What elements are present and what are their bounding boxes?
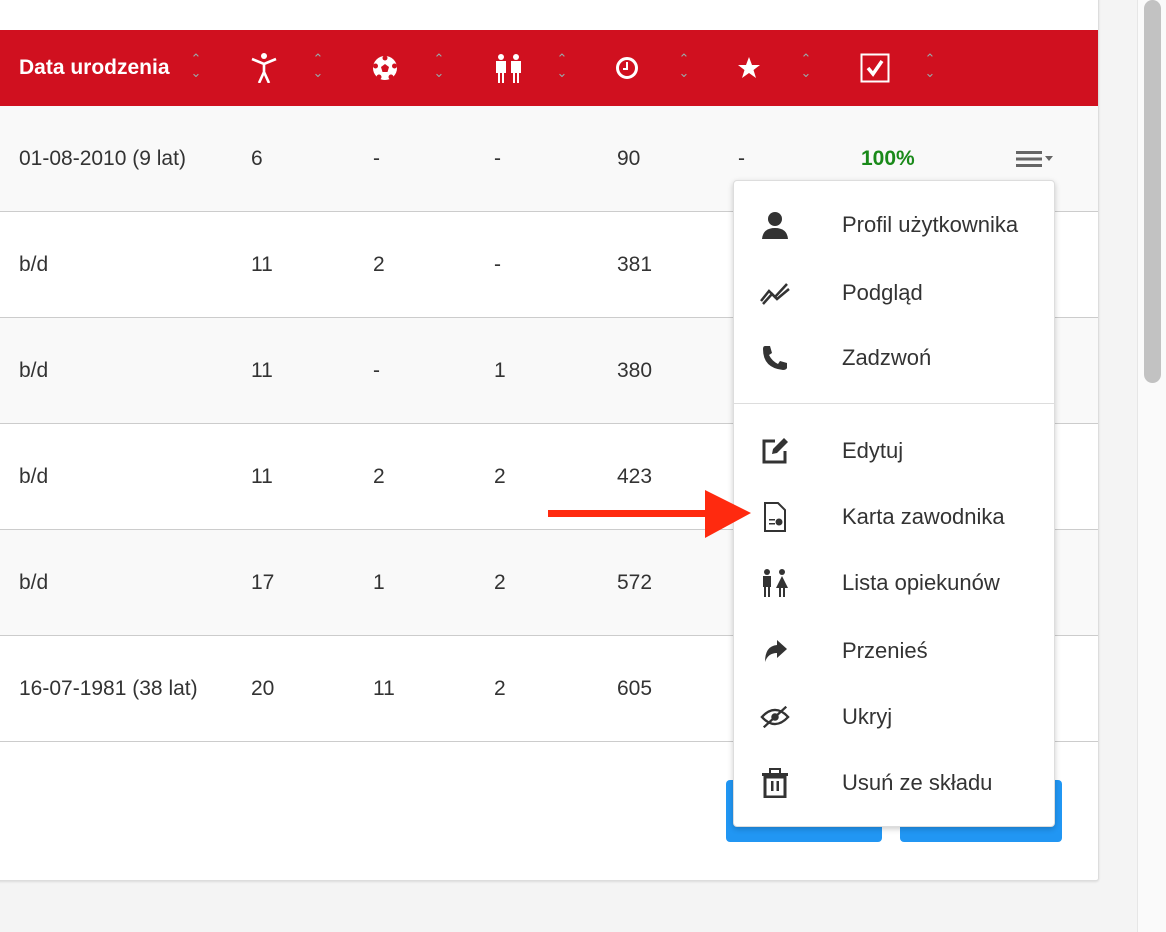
table-cell: 1	[373, 571, 385, 594]
table-cell: -	[373, 147, 380, 170]
scrollbar[interactable]	[1137, 0, 1166, 932]
table-cell: 1	[494, 359, 506, 382]
menu-divider	[734, 403, 1054, 404]
edit-icon	[760, 436, 790, 466]
scrollbar-thumb[interactable]	[1144, 0, 1161, 383]
menu-item-preview[interactable]: Podgląd	[734, 268, 1054, 318]
table-cell: 6	[251, 147, 263, 170]
table-cell: 2	[494, 465, 506, 488]
table-cell: 2	[373, 253, 385, 276]
header-birthdate[interactable]: Data urodzenia	[19, 56, 170, 79]
table-cell: 11	[251, 253, 273, 276]
table-cell: -	[373, 359, 380, 382]
table-cell: b/d	[19, 359, 49, 382]
menu-item-edit[interactable]: Edytuj	[734, 426, 1054, 476]
table-row: 16-07-1981 (38 lat) 20 11 2 605	[0, 636, 1098, 742]
table-cell: 381	[617, 253, 653, 276]
share-icon	[760, 636, 790, 666]
sort-icon[interactable]: ⌃ ⌄	[433, 51, 445, 80]
menu-item-call[interactable]: Zadzwoń	[734, 333, 1054, 383]
menu-icon	[1016, 151, 1053, 167]
table-cell: 2	[494, 571, 506, 594]
table-cell: 16-07-1981 (38 lat)	[19, 677, 198, 700]
table-cell: 11	[373, 677, 395, 700]
table-cell: 423	[617, 465, 653, 488]
phone-icon	[760, 343, 790, 373]
table-cell: 572	[617, 571, 653, 594]
table-header: Data urodzenia ⌃ ⌄ ⌃ ⌄ ⌃ ⌄ ⌃ ⌄ ⌃ ⌄ ⌃ ⌄ ⌃ ⌄	[0, 30, 1098, 106]
file-chart-icon	[760, 502, 790, 532]
sort-icon[interactable]: ⌃ ⌄	[556, 51, 568, 80]
table-cell: 11	[251, 359, 273, 382]
sort-icon[interactable]: ⌃ ⌄	[312, 51, 324, 80]
parents-icon[interactable]	[494, 30, 524, 106]
table-cell: 2	[494, 677, 506, 700]
menu-item-hide[interactable]: Ukryj	[734, 692, 1054, 742]
table-row: b/d 11 2 - 381	[0, 212, 1098, 318]
table-cell: 01-08-2010 (9 lat)	[19, 147, 186, 170]
menu-item-move[interactable]: Przenieś	[734, 626, 1054, 676]
table-cell: -	[494, 147, 501, 170]
sort-icon[interactable]: ⌃ ⌄	[924, 51, 936, 80]
menu-item-profile[interactable]: Profil użytkownika	[734, 200, 1054, 250]
clock-icon[interactable]	[615, 30, 639, 106]
table-cell: -	[738, 147, 745, 170]
menu-item-label: Podgląd	[842, 280, 923, 305]
table-cell: 11	[251, 465, 273, 488]
checkbox-icon[interactable]	[860, 30, 890, 106]
menu-item-player-card[interactable]: Karta zawodnika	[734, 492, 1054, 542]
person-icon[interactable]	[251, 30, 277, 106]
chart-line-icon	[760, 278, 790, 308]
user-icon	[760, 210, 790, 240]
sort-icon[interactable]: ⌃ ⌄	[190, 51, 202, 80]
menu-item-label: Karta zawodnika	[842, 504, 1005, 529]
menu-item-label: Lista opiekunów	[842, 570, 1000, 595]
table-cell: 90	[617, 147, 641, 170]
star-icon[interactable]	[737, 30, 761, 106]
table-cell: -	[494, 253, 501, 276]
eye-slash-icon	[760, 702, 790, 732]
sort-icon[interactable]: ⌃ ⌄	[800, 51, 812, 80]
row-actions-button[interactable]	[1015, 146, 1057, 172]
parents-icon	[760, 568, 790, 598]
table-cell: 2	[373, 465, 385, 488]
trash-icon	[760, 768, 790, 798]
table-cell: 605	[617, 677, 653, 700]
menu-item-label: Ukryj	[842, 704, 893, 729]
menu-item-label: Zadzwoń	[842, 345, 932, 370]
sort-icon[interactable]: ⌃ ⌄	[678, 51, 690, 80]
menu-item-remove[interactable]: Usuń ze składu	[734, 758, 1054, 808]
table-row: b/d 11 2 2 423	[0, 424, 1098, 530]
soccer-ball-icon[interactable]	[372, 30, 398, 106]
menu-item-label: Profil użytkownika	[842, 212, 1019, 237]
menu-item-label: Usuń ze składu	[842, 770, 993, 795]
row-actions-menu: Profil użytkownika Podgląd Zadzwoń Edytu…	[733, 180, 1055, 827]
table-cell: b/d	[19, 253, 49, 276]
menu-item-label: Przenieś	[842, 638, 928, 663]
menu-item-label: Edytuj	[842, 438, 904, 463]
table-cell: b/d	[19, 571, 49, 594]
menu-item-guardians[interactable]: Lista opiekunów	[734, 558, 1054, 608]
table-cell: 20	[251, 677, 275, 700]
table-cell: b/d	[19, 465, 49, 488]
table-cell: 100%	[861, 147, 915, 170]
table-cell: 17	[251, 571, 275, 594]
annotation-arrow	[548, 490, 751, 538]
table-cell: 380	[617, 359, 653, 382]
